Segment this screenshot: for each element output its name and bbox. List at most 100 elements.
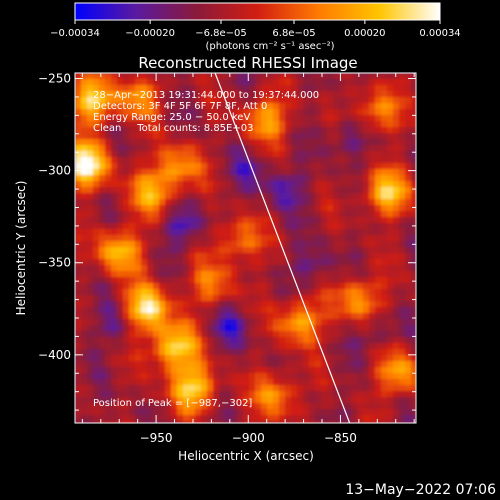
heatmap-cell [315,271,322,278]
heatmap-cell [411,349,416,356]
heatmap-cell [87,325,94,332]
heatmap-cell [99,157,106,164]
heatmap-cell [393,265,400,272]
heatmap-cell [189,217,196,224]
heatmap-cell [189,133,196,140]
heatmap-cell [171,91,178,98]
heatmap-cell [357,355,364,362]
heatmap-cell [411,151,416,158]
heatmap-cell [291,373,298,380]
heatmap-cell [75,301,82,308]
heatmap-cell [75,319,82,326]
heatmap-cell [357,397,364,404]
heatmap-cell [213,217,220,224]
heatmap-cell [225,397,232,404]
heatmap-cell [147,295,154,302]
heatmap-cell [237,253,244,260]
heatmap-cell [207,109,214,116]
heatmap-cell [321,415,328,422]
heatmap-cell [267,199,274,206]
heatmap-cell [309,211,316,218]
heatmap-cell [213,349,220,356]
heatmap-cell [195,349,202,356]
heatmap-cell [129,229,136,236]
heatmap-cell [243,175,250,182]
heatmap-cell [147,343,154,350]
heatmap-cell [339,331,346,338]
heatmap-cell [351,277,358,284]
heatmap-cell [291,283,298,290]
heatmap-cell [339,403,346,410]
heatmap-cell [141,223,148,230]
heatmap-cell [339,97,346,104]
heatmap-cell [207,127,214,134]
heatmap-cell [297,79,304,86]
heatmap-cell [411,97,416,104]
heatmap-cell [183,283,190,290]
heatmap-cell [279,241,286,248]
heatmap-cell [405,223,412,230]
heatmap-cell [117,175,124,182]
heatmap-cell [285,127,292,134]
heatmap-cell [141,169,148,176]
heatmap-cell [381,319,388,326]
heatmap-cell [339,361,346,368]
heatmap-cell [249,265,256,272]
heatmap-cell [327,85,334,92]
heatmap-cell [279,331,286,338]
heatmap-cell [129,133,136,140]
heatmap-cell [393,79,400,86]
heatmap-cell [315,409,322,416]
heatmap-cell [345,181,352,188]
heatmap-cell [165,331,172,338]
heatmap-cell [111,307,118,314]
heatmap-cell [261,85,268,92]
heatmap-cell [147,133,154,140]
heatmap-cell [99,85,106,92]
plot-frame [74,72,417,424]
heatmap-cell [261,319,268,326]
heatmap-cell [99,331,106,338]
heatmap-cell [291,331,298,338]
heatmap-cell [147,421,154,423]
heatmap-cell [387,295,394,302]
heatmap-cell [393,97,400,104]
heatmap-cell [93,97,100,104]
heatmap-cell [141,355,148,362]
heatmap-cell [303,229,310,236]
heatmap-cell [399,139,406,146]
heatmap-cell [117,91,124,98]
heatmap-cell [195,181,202,188]
heatmap-cell [237,91,244,98]
heatmap-cell [297,235,304,242]
heatmap-cell [93,103,100,110]
heatmap-cell [369,187,376,194]
heatmap-cell [273,85,280,92]
heatmap-cell [117,337,124,344]
heatmap-cell [399,265,406,272]
heatmap-cell [363,151,370,158]
heatmap-cell [297,385,304,392]
heatmap-cell [135,247,142,254]
heatmap-cell [261,109,268,116]
heatmap-cell [237,157,244,164]
heatmap-cell [135,289,142,296]
heatmap-cell [111,277,118,284]
heatmap-cell [267,193,274,200]
heatmap-cell [117,367,124,374]
heatmap-cell [279,217,286,224]
heatmap-cell [285,97,292,104]
heatmap-cell [273,133,280,140]
heatmap-cell [393,289,400,296]
heatmap-cell [153,409,160,416]
heatmap-cell [345,379,352,386]
heatmap-cell [129,367,136,374]
heatmap-cell [171,271,178,278]
heatmap-cell [213,127,220,134]
heatmap-cell [315,193,322,200]
heatmap-cell [273,235,280,242]
heatmap-cell [75,415,82,422]
heatmap-cell [321,367,328,374]
heatmap-cell [333,121,340,128]
heatmap-cell [357,211,364,218]
